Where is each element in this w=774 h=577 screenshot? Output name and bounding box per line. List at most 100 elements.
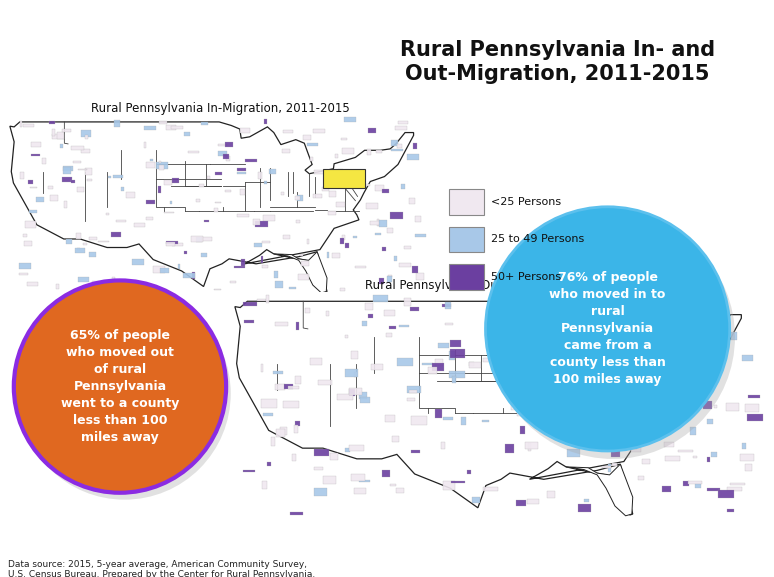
Bar — [111, 232, 121, 237]
Bar — [742, 443, 746, 449]
Bar — [217, 151, 227, 156]
Bar — [98, 241, 109, 242]
Bar — [718, 490, 735, 499]
Bar — [685, 321, 690, 330]
Bar — [115, 220, 126, 222]
Bar — [202, 237, 212, 241]
Bar — [57, 132, 64, 138]
Bar — [196, 237, 202, 242]
Bar — [391, 140, 398, 146]
Bar — [396, 488, 405, 493]
Bar — [665, 456, 680, 461]
Bar — [36, 197, 43, 202]
Bar — [92, 282, 99, 286]
Bar — [184, 132, 190, 136]
Bar — [651, 376, 661, 383]
Bar — [296, 322, 300, 330]
Bar — [510, 322, 517, 331]
Bar — [262, 265, 268, 268]
Bar — [241, 260, 245, 266]
Bar — [526, 442, 538, 449]
Bar — [134, 223, 145, 227]
Bar — [632, 343, 642, 346]
Bar — [505, 444, 514, 453]
Bar — [85, 135, 88, 140]
Bar — [223, 154, 229, 159]
Bar — [264, 181, 266, 184]
Bar — [514, 347, 517, 356]
Bar — [741, 355, 752, 361]
Bar — [385, 414, 395, 422]
Bar — [293, 454, 296, 461]
Bar — [146, 200, 155, 204]
Bar — [387, 227, 392, 233]
Bar — [438, 343, 449, 349]
Bar — [605, 392, 621, 398]
Bar — [351, 474, 365, 481]
Bar — [164, 212, 174, 213]
Bar — [338, 169, 343, 174]
Bar — [163, 180, 173, 185]
Bar — [267, 462, 271, 466]
Bar — [296, 220, 300, 223]
Bar — [688, 481, 702, 484]
Bar — [113, 175, 123, 178]
Bar — [638, 476, 644, 480]
Bar — [23, 125, 34, 127]
Bar — [469, 362, 481, 368]
Bar — [521, 298, 530, 303]
Bar — [71, 145, 84, 150]
Bar — [275, 281, 283, 288]
Bar — [78, 278, 89, 282]
Polygon shape — [566, 464, 633, 516]
Bar — [230, 281, 236, 283]
Bar — [71, 179, 75, 183]
Circle shape — [485, 207, 730, 451]
Bar — [298, 275, 309, 280]
Bar — [132, 258, 144, 265]
Bar — [407, 398, 415, 401]
Text: 65% of people
who moved out
of rural
Pennsylvania
went to a county
less than 100: 65% of people who moved out of rural Pen… — [61, 329, 179, 444]
Bar — [322, 187, 330, 191]
Bar — [275, 271, 279, 278]
Bar — [445, 302, 451, 309]
Bar — [266, 295, 269, 303]
Bar — [413, 143, 416, 149]
Bar — [31, 154, 39, 156]
Bar — [618, 331, 626, 336]
Bar — [364, 184, 369, 186]
Bar — [240, 189, 245, 195]
Bar — [390, 212, 402, 219]
Bar — [435, 409, 442, 418]
Bar — [237, 167, 246, 171]
Bar — [49, 121, 55, 124]
Bar — [275, 322, 288, 327]
Text: Rural Pennsylvania In- and
Out-Migration, 2011-2015: Rural Pennsylvania In- and Out-Migration… — [399, 40, 715, 84]
Bar — [392, 436, 399, 442]
Bar — [77, 248, 80, 250]
Bar — [75, 248, 85, 253]
Bar — [370, 222, 380, 226]
Bar — [20, 173, 24, 179]
Text: Data source: 2015, 5-year average, American Community Survey,
U.S. Census Bureau: Data source: 2015, 5-year average, Ameri… — [8, 560, 315, 577]
Bar — [422, 363, 433, 365]
Bar — [362, 320, 368, 326]
Bar — [366, 203, 378, 209]
Bar — [443, 417, 453, 420]
Bar — [345, 335, 348, 338]
Bar — [663, 443, 674, 447]
Bar — [341, 137, 347, 140]
Bar — [214, 201, 221, 203]
Bar — [415, 234, 426, 237]
Bar — [711, 452, 717, 456]
Bar — [63, 177, 73, 182]
Bar — [307, 143, 318, 147]
Bar — [108, 176, 111, 178]
Bar — [398, 121, 408, 124]
Bar — [340, 288, 345, 291]
Bar — [567, 449, 580, 456]
Bar — [303, 136, 311, 140]
Bar — [675, 404, 681, 407]
Bar — [368, 314, 373, 319]
Bar — [555, 380, 566, 387]
